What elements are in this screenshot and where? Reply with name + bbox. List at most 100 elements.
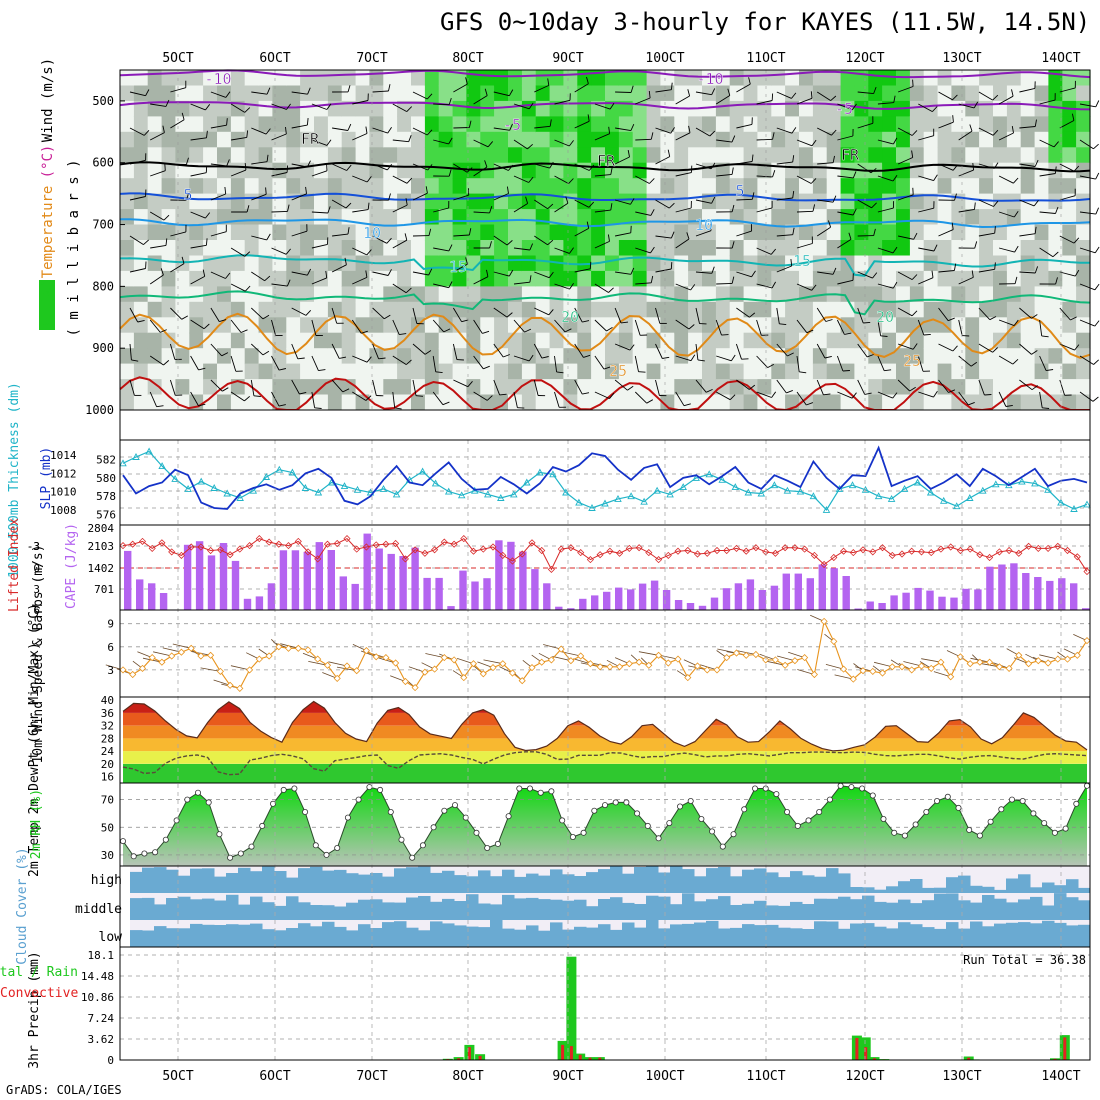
rh-cell [452, 394, 468, 411]
rh-cell [646, 317, 662, 334]
rh-cell [424, 147, 440, 164]
wind-speed-marker [372, 653, 380, 661]
rh-marker [355, 796, 362, 803]
wind-barb [998, 175, 1014, 184]
rh-cell [355, 348, 371, 365]
rh-cell [133, 209, 149, 226]
rh-cell [743, 224, 759, 241]
rh-cell [452, 379, 468, 396]
rh-cell [882, 301, 897, 318]
wind-barb [425, 653, 445, 658]
wind-barb [452, 343, 458, 360]
cloud-bar [430, 872, 443, 893]
wind-speed-marker [577, 652, 585, 660]
rh-cell [591, 270, 606, 287]
rh-cell [341, 85, 357, 102]
rh-marker [655, 835, 662, 842]
rh-cell [729, 394, 745, 411]
lifted-index-marker [840, 547, 848, 555]
lifted-index-group [119, 533, 1091, 610]
rh-cell [618, 131, 634, 148]
rh-cell [618, 270, 634, 287]
rh-cell [577, 70, 592, 87]
cape-tick-label: 1402 [88, 562, 115, 575]
rh-cell [438, 363, 454, 380]
thickness-marker [1070, 505, 1078, 512]
cloud-bar [238, 924, 251, 947]
wind-barb [1019, 163, 1036, 167]
rh-cell [743, 162, 759, 179]
wind-barb [998, 95, 1014, 105]
rh-cell [923, 162, 939, 179]
rh-cell [563, 301, 578, 318]
rh-cell [646, 348, 662, 365]
lifted-index-marker [577, 549, 585, 557]
rh-cell [1076, 301, 1091, 318]
rh-cell [258, 147, 274, 164]
rh-cell [951, 317, 966, 334]
rh-cell [812, 193, 828, 210]
wind-speed-marker [820, 617, 828, 625]
rh-cell [147, 178, 163, 195]
run-total: Run Total = 36.38 [963, 953, 1086, 967]
lifted-index-marker [246, 542, 254, 550]
rh-cell [909, 317, 925, 334]
rh-cell [535, 394, 551, 411]
rh-cell [1034, 85, 1050, 102]
lifted-index-tick-label: 6 [33, 604, 40, 617]
rh-cell [965, 317, 980, 334]
wind-barb-flag [307, 87, 311, 95]
wind-barb-flag [378, 357, 386, 360]
wind-barb-flag [852, 103, 857, 110]
wind-barb-flag [181, 112, 185, 120]
wind-barb-flag [428, 228, 432, 236]
wind-barb-flag [466, 167, 473, 173]
wind-barb-flag [791, 92, 797, 99]
rh-cell [424, 193, 440, 210]
temperature-tick-label: 32 [101, 720, 114, 733]
rh-cell [909, 270, 925, 287]
rh-cell [1048, 379, 1063, 396]
cloud-bar [838, 896, 851, 920]
rh-cell [300, 301, 315, 318]
rh-marker [880, 816, 887, 823]
wind-speed-marker [713, 666, 721, 674]
rh-cell [632, 116, 648, 133]
wind-barb [978, 163, 995, 169]
wind-barb [776, 307, 780, 324]
rh-cell [383, 348, 398, 365]
wind-speed-marker [401, 677, 409, 686]
wind-barb-flag [468, 120, 472, 128]
wind-barb-flag [1055, 206, 1059, 214]
cloud-bar [1018, 899, 1031, 920]
cloud-bar [838, 873, 851, 893]
precip-tick-label: 10.86 [81, 991, 114, 1004]
cape-bar [782, 573, 790, 610]
wind-barb [230, 169, 247, 177]
rh-cell [785, 379, 800, 396]
cloud-bar [166, 898, 179, 920]
cloud-bar [634, 867, 647, 893]
rh-marker [152, 849, 159, 856]
wind-barb-flag [489, 241, 492, 249]
rh-cell [300, 100, 315, 117]
wind-barb-flag [286, 103, 291, 110]
rh-cell [646, 116, 662, 133]
wind-barb-flag [952, 164, 958, 171]
rh-cell [383, 286, 398, 303]
wind-barb-flag [731, 167, 734, 175]
rh-cell [965, 224, 980, 241]
wind-barb [190, 319, 205, 330]
rh-cell [799, 100, 814, 117]
rh-cell [577, 116, 592, 133]
rh-cell [133, 100, 149, 117]
rh-cell [563, 348, 578, 365]
wind-barb [543, 644, 562, 650]
rh-cell [923, 116, 939, 133]
cloud-bar [538, 899, 551, 920]
rh-cell [757, 116, 772, 133]
wind-barb-flag [448, 137, 453, 145]
wind-barb [998, 319, 1015, 327]
wind-speed-marker [693, 662, 702, 670]
cloud-bar [442, 923, 455, 947]
